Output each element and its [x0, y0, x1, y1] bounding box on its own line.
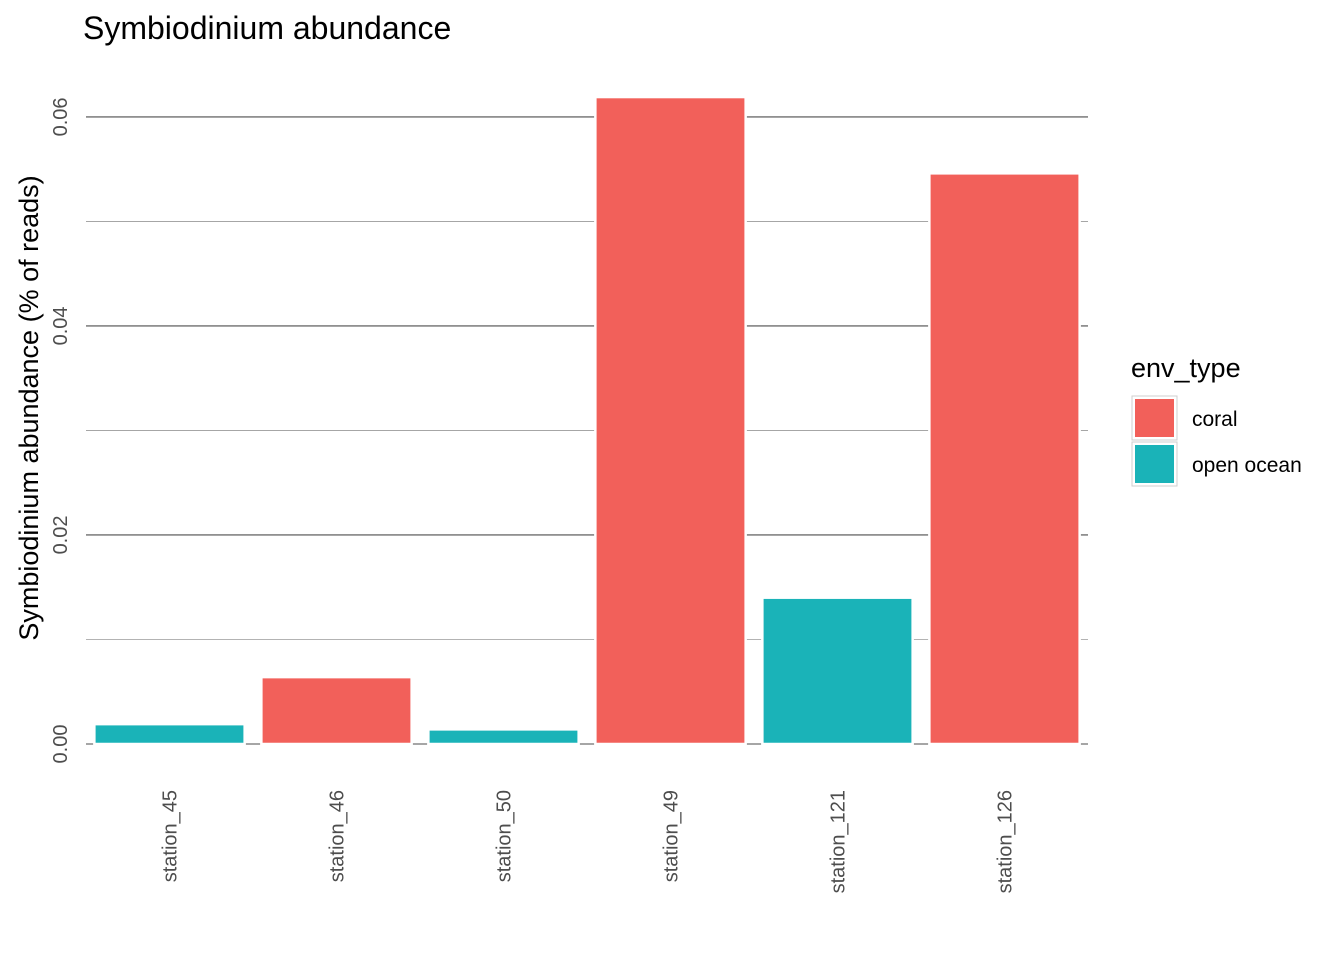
bar-station_121 [761, 596, 914, 746]
y-tick-label: 0.02 [50, 515, 72, 554]
x-tick-label: station_45 [160, 790, 182, 882]
x-tick-label: station_46 [327, 790, 349, 882]
chart-title: Symbiodinium abundance [83, 10, 451, 46]
x-axis-ticks: station_45 station_46 station_50 station_49… [160, 790, 1017, 893]
x-tick-label: station_50 [494, 790, 516, 882]
bar-station_50 [427, 728, 580, 746]
bar-station_49 [594, 95, 747, 746]
bar-station_126 [928, 172, 1081, 746]
bar-station_46 [260, 675, 413, 746]
y-axis-title: Symbiodinium abundance (% of reads) [14, 175, 44, 640]
bars [93, 95, 1081, 746]
legend-swatch [1135, 445, 1174, 483]
legend-label: coral [1192, 408, 1238, 431]
grid [86, 116, 1088, 745]
x-tick-label: station_121 [828, 790, 850, 893]
legend-label: open ocean [1192, 454, 1302, 477]
bar-station_45 [93, 722, 246, 746]
y-tick-label: 0.06 [50, 97, 72, 136]
legend-swatch [1135, 399, 1174, 437]
legend-title: env_type [1131, 353, 1241, 383]
y-tick-label: 0.00 [50, 725, 72, 764]
y-tick-label: 0.04 [50, 306, 72, 345]
x-tick-label: station_49 [661, 790, 683, 882]
y-axis-ticks: 0.00 0.02 0.04 0.06 [50, 97, 72, 763]
x-tick-label: station_126 [995, 790, 1017, 893]
legend: env_type coral open ocean [1131, 353, 1302, 487]
